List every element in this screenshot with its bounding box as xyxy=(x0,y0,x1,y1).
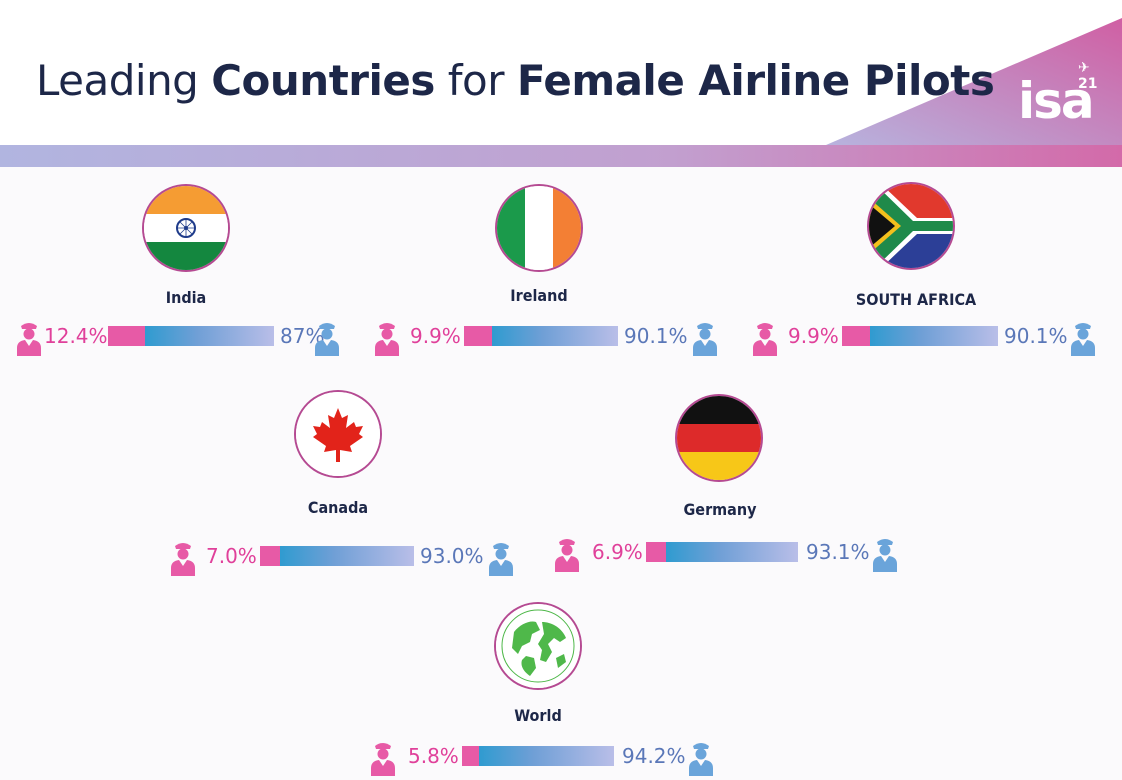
south-africa-flag-icon xyxy=(869,184,953,268)
plane-icon: ✈21 xyxy=(1078,60,1098,92)
country-name: Ireland xyxy=(510,286,568,305)
bar-row-germany: 6.9% 93.1% xyxy=(552,536,912,572)
country-name: World xyxy=(514,706,562,725)
stacked-bar xyxy=(108,326,274,346)
female-percent-label: 5.8% xyxy=(408,744,459,768)
germany-flag-icon xyxy=(677,396,761,480)
female-percent-label: 7.0% xyxy=(206,544,257,568)
ireland-flag-icon xyxy=(497,186,581,270)
isa-logo: isa ✈21 xyxy=(1018,60,1098,130)
female-percent-label: 6.9% xyxy=(592,540,643,564)
page-title: Leading Countries for Female Airline Pil… xyxy=(36,56,995,105)
female-percent-label: 9.9% xyxy=(788,324,839,348)
bar-segment-female xyxy=(464,326,492,346)
header-banner xyxy=(0,0,1122,167)
canada-flag-icon xyxy=(296,392,380,476)
bar-segment-male xyxy=(491,326,618,346)
bar-segment-female xyxy=(260,546,281,566)
female-percent-label: 9.9% xyxy=(410,324,461,348)
bar-segment-female xyxy=(646,542,666,562)
stacked-bar xyxy=(842,326,998,346)
male-pilot-icon xyxy=(312,320,342,356)
bar-row-canada: 7.0% 93.0% xyxy=(168,540,528,576)
male-percent-label: 93.1% xyxy=(806,540,870,564)
male-pilot-icon xyxy=(686,740,716,776)
india-flag-icon xyxy=(144,186,228,270)
female-pilot-icon xyxy=(750,320,780,356)
country-name: SOUTH AFRICA xyxy=(855,290,977,309)
bar-segment-male xyxy=(478,746,614,766)
bar-segment-male xyxy=(665,542,798,562)
stacked-bar xyxy=(462,746,614,766)
male-pilot-icon xyxy=(1068,320,1098,356)
female-pilot-icon xyxy=(372,320,402,356)
bar-row-ireland: 9.9% 90.1% xyxy=(372,320,732,356)
stacked-bar xyxy=(646,542,798,562)
bar-row-india: 12.4% 87% xyxy=(14,320,344,356)
bar-segment-male xyxy=(144,326,274,346)
female-pilot-icon xyxy=(168,540,198,576)
country-name: Canada xyxy=(307,498,369,517)
male-percent-label: 94.2% xyxy=(622,744,686,768)
bar-segment-male xyxy=(280,546,414,566)
bar-segment-female xyxy=(108,326,145,346)
female-pilot-icon xyxy=(368,740,398,776)
stacked-bar xyxy=(464,326,618,346)
male-pilot-icon xyxy=(486,540,516,576)
female-pilot-icon xyxy=(14,320,44,356)
bar-segment-female xyxy=(462,746,479,766)
globe-icon xyxy=(496,604,580,688)
bar-row-south-africa: 9.9% 90.1% xyxy=(750,320,1110,356)
bar-segment-male xyxy=(870,326,998,346)
bar-segment-female xyxy=(842,326,871,346)
male-pilot-icon xyxy=(690,320,720,356)
stacked-bar xyxy=(260,546,414,566)
country-name: Germany xyxy=(683,500,757,519)
male-percent-label: 93.0% xyxy=(420,544,484,568)
male-pilot-icon xyxy=(870,536,900,572)
bar-row-world: 5.8% 94.2% xyxy=(368,740,728,776)
female-pilot-icon xyxy=(552,536,582,572)
male-percent-label: 90.1% xyxy=(624,324,688,348)
country-name: India xyxy=(165,288,207,307)
female-percent-label: 12.4% xyxy=(44,324,108,348)
male-percent-label: 90.1% xyxy=(1004,324,1068,348)
